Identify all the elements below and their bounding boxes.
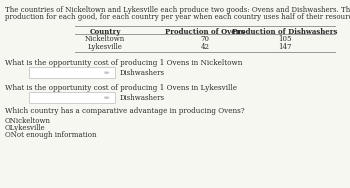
Text: ✏: ✏	[104, 70, 110, 76]
Text: ONot enough information: ONot enough information	[5, 131, 97, 139]
FancyBboxPatch shape	[29, 92, 116, 104]
Text: 147: 147	[278, 43, 292, 51]
Text: Country: Country	[89, 27, 121, 36]
Text: 42: 42	[201, 43, 210, 51]
Text: The countries of Nickeltown and Lykesville each produce two goods: Ovens and Dis: The countries of Nickeltown and Lykesvil…	[5, 6, 350, 14]
Text: Dishwashers: Dishwashers	[120, 69, 165, 77]
FancyBboxPatch shape	[29, 67, 116, 79]
Text: Production of Ovens: Production of Ovens	[165, 27, 245, 36]
Text: production for each good, for each country per year when each country uses half : production for each good, for each count…	[5, 13, 350, 21]
Text: Production of Dishwashers: Production of Dishwashers	[232, 27, 338, 36]
Text: Dishwashers: Dishwashers	[120, 94, 165, 102]
Text: ONickeltown: ONickeltown	[5, 117, 51, 125]
Text: What is the opportunity cost of producing 1 Ovens in Nickeltown: What is the opportunity cost of producin…	[5, 59, 242, 67]
Text: Lykesville: Lykesville	[88, 43, 122, 51]
Text: What is the opportunity cost of producing 1 Ovens in Lykesville: What is the opportunity cost of producin…	[5, 84, 237, 92]
Text: 70: 70	[201, 35, 210, 43]
Text: Which country has a comparative advantage in producing Ovens?: Which country has a comparative advantag…	[5, 107, 245, 115]
Text: 105: 105	[278, 35, 292, 43]
Text: Nickeltown: Nickeltown	[85, 35, 125, 43]
Text: OLykesville: OLykesville	[5, 124, 46, 132]
Text: ✏: ✏	[104, 95, 110, 101]
